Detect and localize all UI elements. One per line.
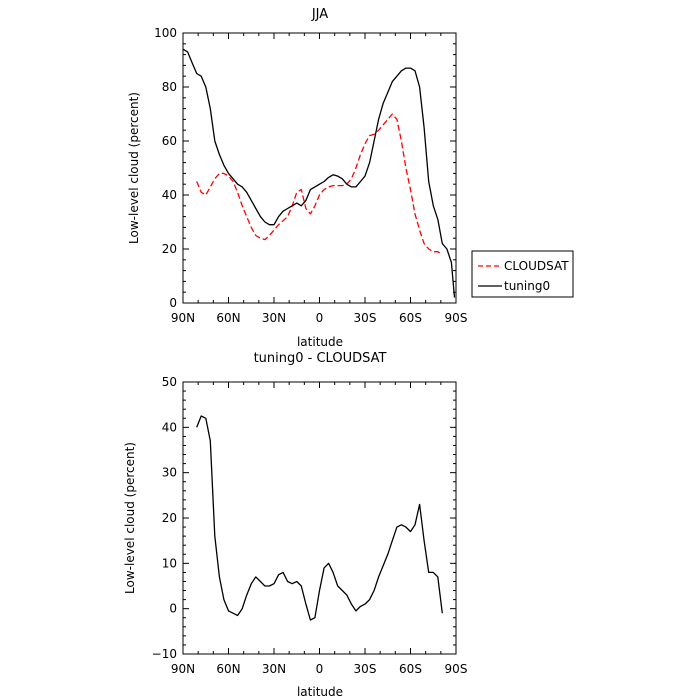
x-tick-label: 0	[316, 662, 324, 676]
series-line-tuning0	[182, 48, 456, 298]
y-tick-label: 10	[162, 556, 177, 570]
bottom-x-tick-labels: 90N 60N 30N 0 30S 60S 90S	[171, 662, 468, 676]
y-tick-label: 80	[162, 80, 177, 94]
top-y-axis-label: Low-level cloud (percent)	[127, 92, 141, 244]
bottom-panel: tuning0 - CLOUDSAT 90N 60N 30N 0 30S 60S 90S −…	[123, 351, 467, 699]
y-tick-label: 20	[162, 242, 177, 256]
x-tick-label: 30N	[262, 662, 286, 676]
bottom-tick-marks	[182, 381, 457, 655]
y-tick-label: 60	[162, 134, 177, 148]
y-tick-label: 40	[162, 188, 177, 202]
y-tick-label: −10	[152, 647, 177, 661]
bottom-y-axis-label: Low-level cloud (percent)	[123, 442, 137, 594]
y-tick-label: 30	[162, 466, 177, 480]
x-tick-label: 90S	[445, 662, 468, 676]
legend: CLOUDSAT tuning0	[471, 250, 574, 298]
legend-box	[471, 250, 574, 298]
y-tick-label: 40	[162, 420, 177, 434]
y-tick-label: 0	[169, 602, 177, 616]
bottom-y-tick-labels: −10 0 10 20 30 40 50	[152, 375, 177, 661]
series-line-cloudsat	[196, 113, 443, 255]
x-tick-label: 60S	[399, 311, 422, 325]
x-tick-label: 30N	[262, 311, 286, 325]
bottom-panel-title: tuning0 - CLOUDSAT	[254, 351, 387, 366]
top-series-lines	[182, 48, 456, 298]
y-tick-label: 0	[169, 296, 177, 310]
legend-label-cloudsat: CLOUDSAT	[504, 259, 569, 273]
y-tick-label: 100	[154, 26, 177, 40]
x-tick-label: 90N	[171, 311, 195, 325]
top-tick-marks	[182, 32, 457, 304]
y-tick-label: 50	[162, 375, 177, 389]
x-tick-label: 30S	[354, 311, 377, 325]
y-tick-label: 20	[162, 511, 177, 525]
x-tick-label: 90S	[445, 311, 468, 325]
x-tick-label: 60N	[216, 311, 240, 325]
top-plot-frame	[182, 32, 457, 304]
x-tick-label: 60S	[399, 662, 422, 676]
bottom-x-axis-label: latitude	[297, 685, 343, 699]
series-line-difference	[196, 415, 443, 621]
top-panel-title: JJA	[311, 7, 328, 22]
top-x-tick-labels: 90N 60N 30N 0 30S 60S 90S	[171, 311, 468, 325]
legend-label-tuning0: tuning0	[504, 279, 550, 293]
top-y-tick-labels: 0 20 40 60 80 100	[154, 26, 177, 310]
x-tick-label: 60N	[216, 662, 240, 676]
top-panel: JJA 90N 60N 30N 0 30S 60S 90S 0 20 40 60 80 100 lat…	[127, 7, 574, 349]
x-tick-label: 30S	[354, 662, 377, 676]
bottom-series-lines	[196, 415, 443, 621]
x-tick-label: 0	[316, 311, 324, 325]
bottom-plot-frame	[182, 381, 457, 655]
top-x-axis-label: latitude	[297, 335, 343, 349]
x-tick-label: 90N	[171, 662, 195, 676]
